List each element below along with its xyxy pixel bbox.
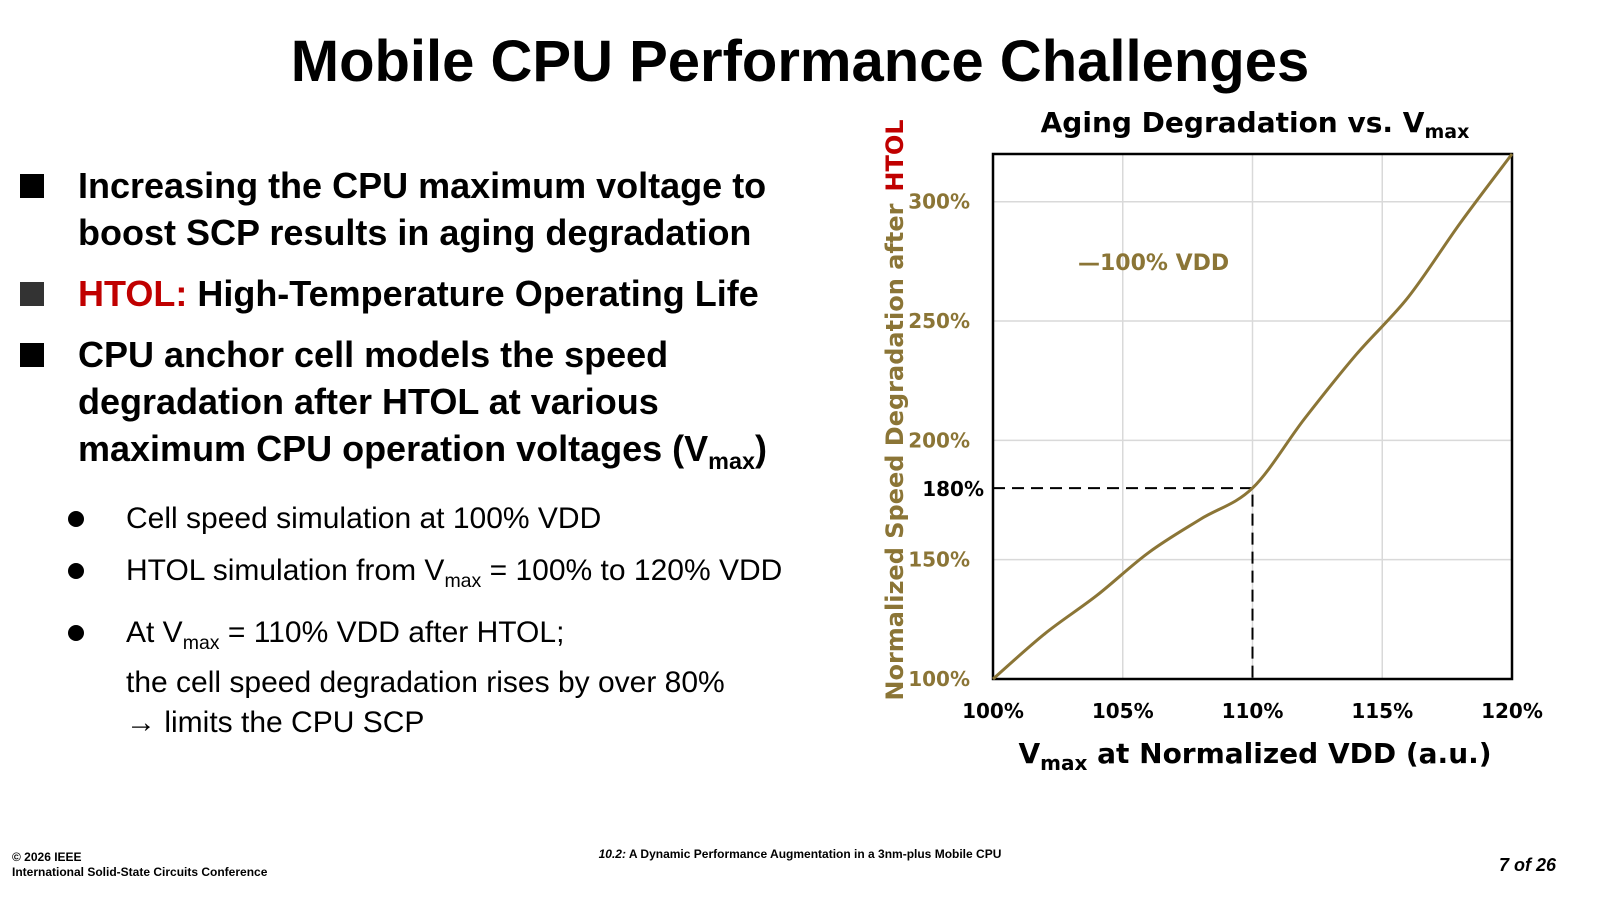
x-tick-label: 110% [1222, 699, 1284, 723]
bullet-aging-line1: Increasing the CPU maximum voltage to [78, 165, 767, 206]
bullet-list: Increasing the CPU maximum voltage to bo… [18, 162, 878, 755]
legend-entry-100-vdd: —100% VDD [1078, 251, 1229, 276]
x-tick-label: 115% [1351, 699, 1413, 723]
y-tick-label: 150% [908, 548, 970, 572]
bullet-htol: HTOL: High-Temperature Operating Life [18, 270, 878, 317]
footer-paper-title: 10.2: A Dynamic Performance Augmentation… [598, 847, 1002, 861]
bullet-anchor-line2: degradation after HTOL at various [78, 381, 659, 422]
footer-copyright: © 2026 IEEE [12, 850, 82, 864]
bullet-anchor-line3: maximum CPU operation voltages (Vmax) [78, 428, 767, 475]
subbullet-at-vmax-line3: → limits the CPU SCP [126, 705, 425, 739]
plot-frame [991, 152, 1514, 681]
subbullet-cell-sim: Cell speed simulation at 100% VDD [18, 499, 878, 539]
square-bullet-icon [20, 174, 44, 198]
round-bullet-icon [68, 511, 84, 528]
square-bullet-icon [20, 343, 44, 367]
chart-title: Aging Degradation vs. Vmax [1041, 106, 1470, 143]
x-axis-ticks: 100% 105% 110% 115% 120% [962, 699, 1543, 723]
y-tick-label: 100% [908, 667, 970, 691]
subbullet-at-vmax: At Vmax = 110% VDD after HTOL; the cell … [18, 613, 878, 743]
y-tick-label: 200% [908, 428, 970, 452]
slide-title: Mobile CPU Performance Challenges [290, 29, 1310, 94]
svg-text:Normalized Speed Degradation a: Normalized Speed Degradation afterHTOL [881, 119, 909, 700]
y-tick-label: 250% [908, 309, 970, 333]
x-tick-label: 100% [962, 699, 1024, 723]
footer-conference: International Solid-State Circuits Confe… [12, 865, 268, 879]
annotation-dashed-line [993, 487, 1254, 679]
htol-label: HTOL: [78, 273, 188, 314]
series-line-100-vdd [992, 153, 1514, 681]
x-tick-label: 120% [1481, 699, 1543, 723]
annotation-label: 180% [922, 477, 984, 501]
bullet-anchor-cell: CPU anchor cell models the speed degrada… [18, 331, 878, 485]
y-axis-ticks: 100% 150% 200% 250% 300% [908, 190, 970, 691]
subbullet-at-vmax-line2: the cell speed degradation rises by over… [126, 665, 725, 699]
footer-copyright-block: © 2026 IEEE International Solid-State Ci… [12, 850, 267, 880]
round-bullet-icon [68, 563, 84, 580]
bullet-anchor-line1: CPU anchor cell models the speed [78, 334, 669, 375]
aging-degradation-chart: Aging Degradation vs. Vmax 100% 150% 200% 2… [881, 106, 1543, 775]
footer-page-number: 7 of 26 [1498, 855, 1556, 875]
htol-definition: High-Temperature Operating Life [187, 273, 759, 314]
bullet-aging: Increasing the CPU maximum voltage to bo… [18, 162, 878, 256]
x-tick-label: 105% [1092, 699, 1154, 723]
square-bullet-icon [20, 282, 44, 306]
subbullet-htol-sim: HTOL simulation from Vmax = 100% to 120%… [18, 551, 878, 601]
round-bullet-icon [68, 625, 84, 641]
y-tick-label: 300% [908, 190, 970, 214]
bullet-aging-line2: boost SCP results in aging degradation [78, 212, 752, 253]
x-axis-label: Vmax at Normalized VDD (a.u.) [1018, 737, 1491, 775]
y-axis-label: Normalized Speed Degradation afterHTOL [881, 119, 909, 700]
